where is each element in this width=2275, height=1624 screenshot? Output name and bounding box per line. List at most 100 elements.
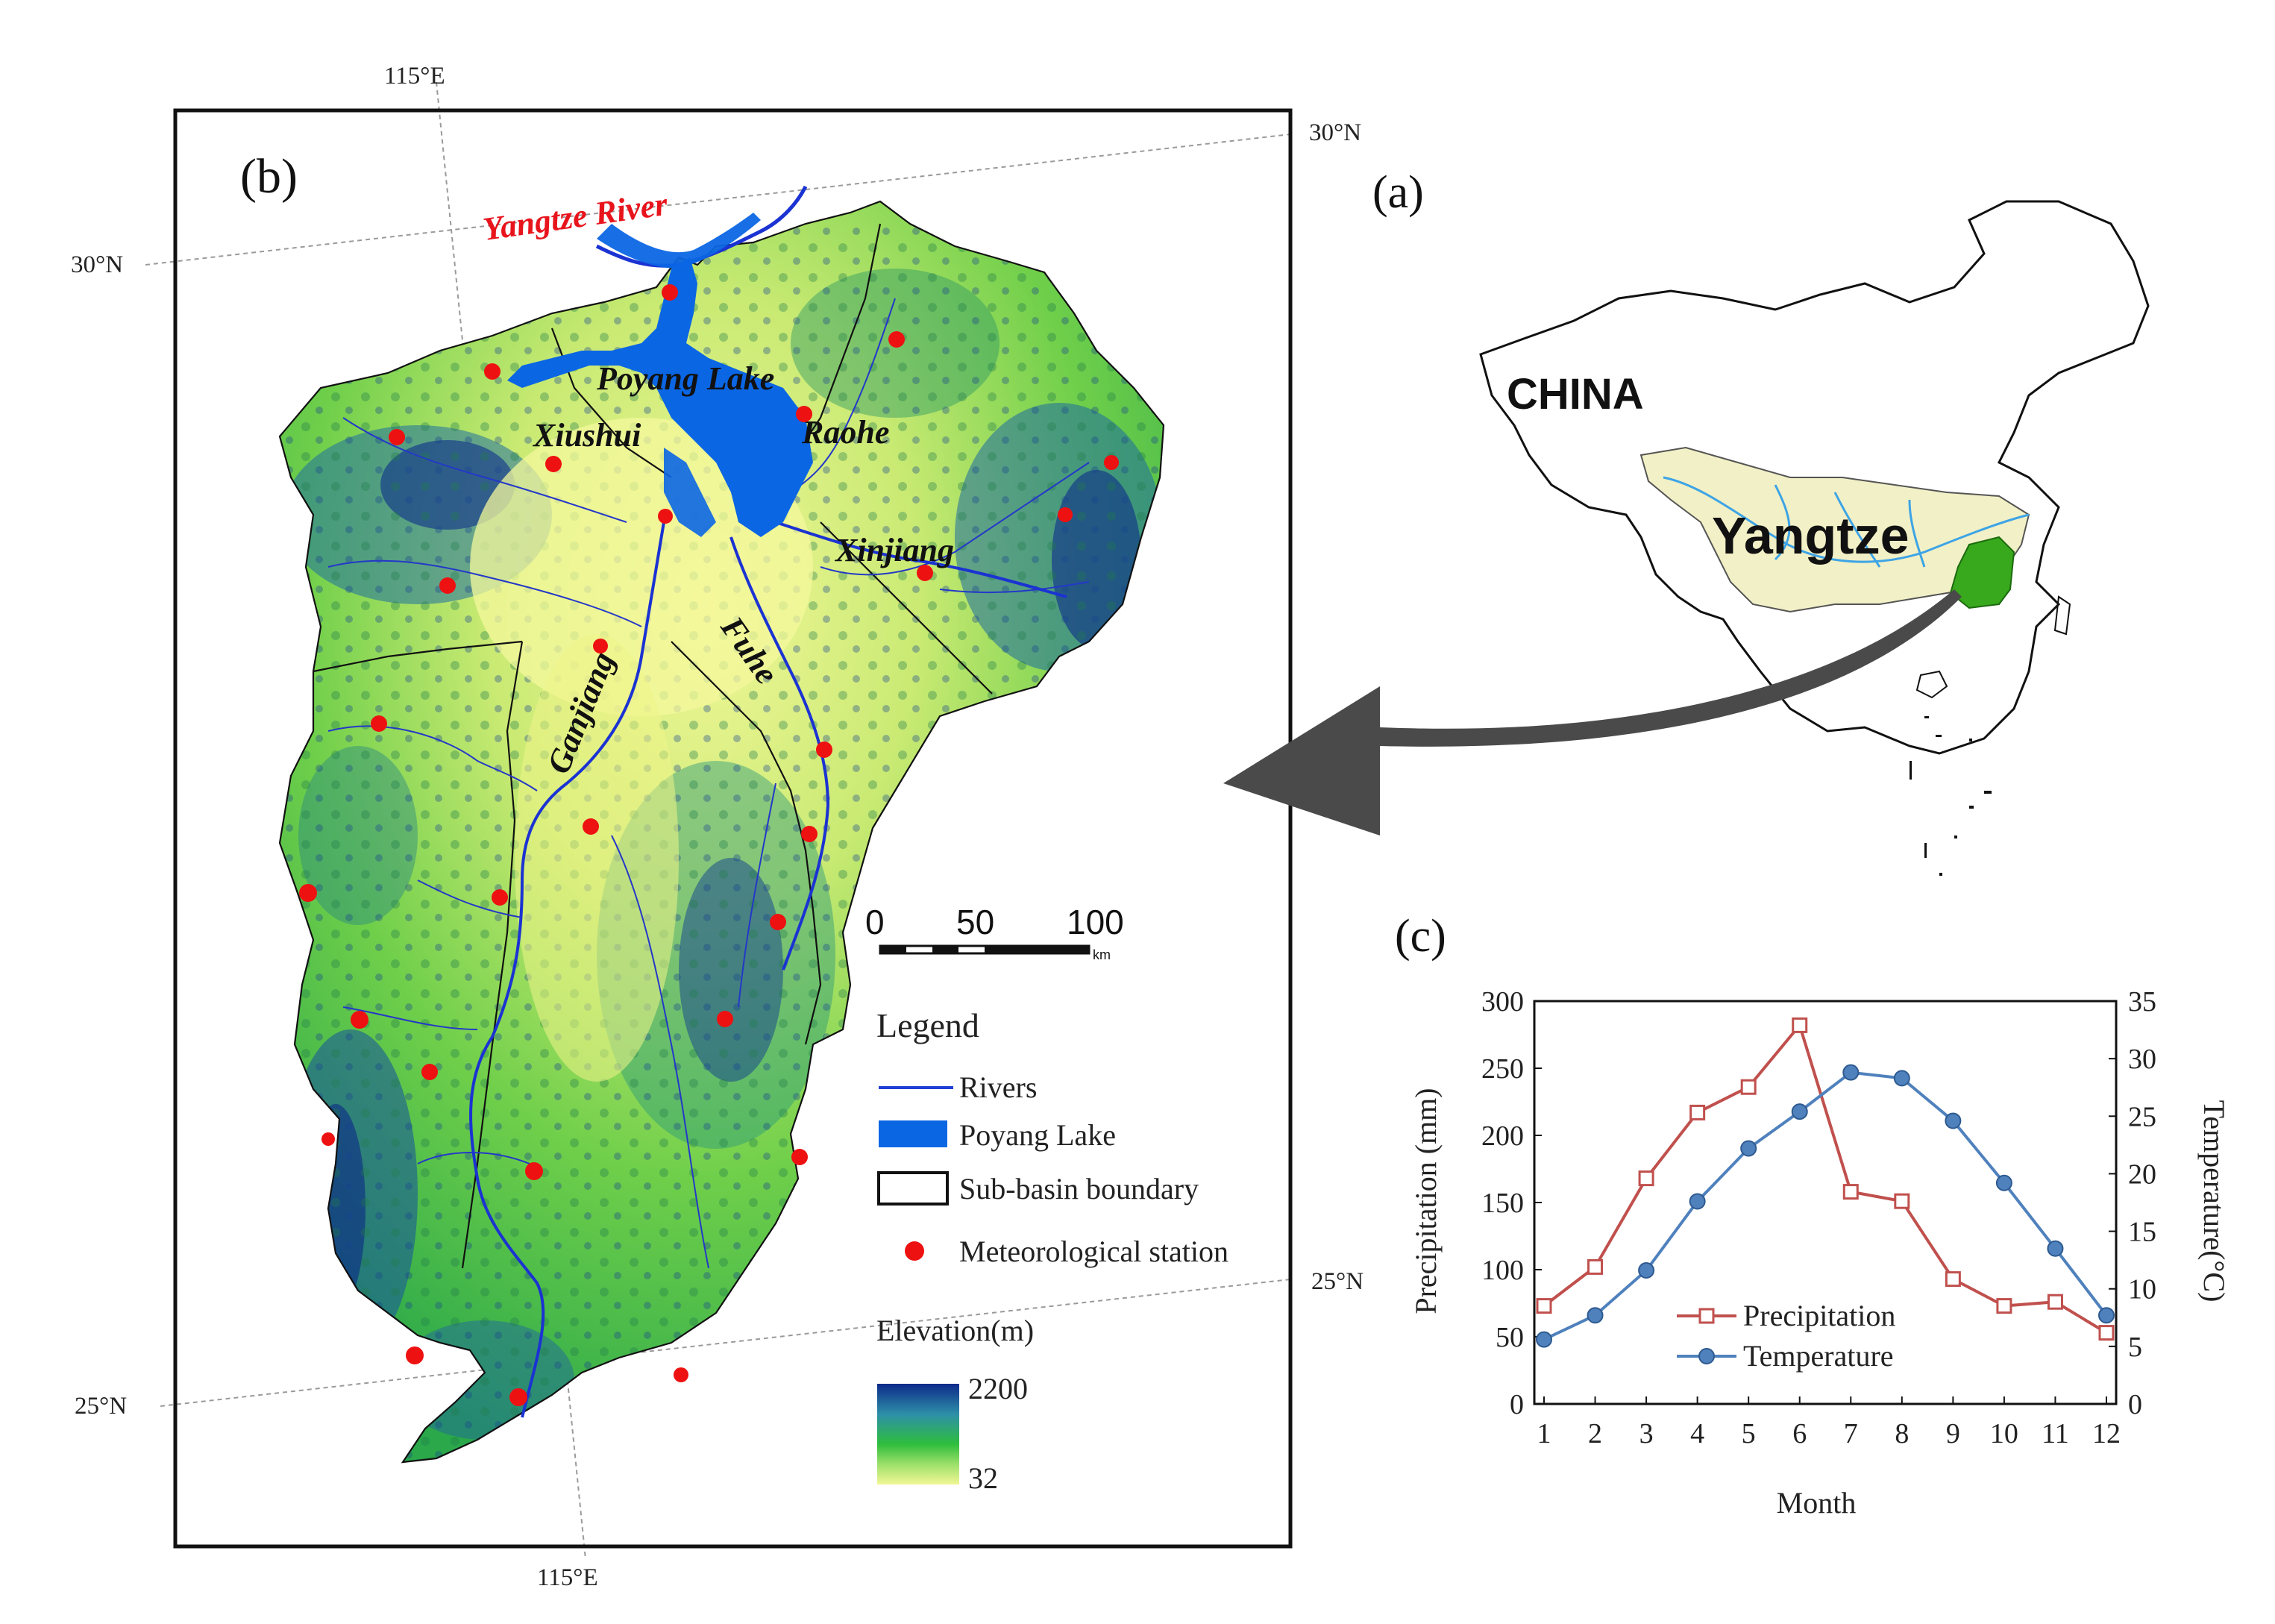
station-dot [791, 1149, 808, 1165]
elevation-title: Elevation(m) [876, 1314, 1034, 1347]
temperature-point [2047, 1240, 2064, 1257]
panel-c-label: (c) [1395, 911, 1446, 962]
legend-precip-marker [1698, 1308, 1715, 1324]
x-tick-label: 11 [2042, 1418, 2069, 1449]
temperature-point [1689, 1193, 1706, 1210]
station-dot [658, 509, 673, 524]
temperature-point [1995, 1174, 2012, 1191]
left-tick-label: 150 [1481, 1188, 1524, 1219]
scale-bar: 0 50 100 km [865, 903, 1124, 962]
precipitation-point [1945, 1271, 1961, 1288]
raohe-label: Raohe [801, 414, 889, 451]
legend-station-label: Meteorological station [959, 1235, 1228, 1268]
yangtze-inset-rivers [1663, 476, 2030, 568]
legend-boundary-symbol [877, 1171, 949, 1206]
legend-lake-symbol [879, 1120, 947, 1147]
yangtze-basin-label: Yangtze [1712, 507, 1910, 565]
y-axis-title-left: Precipitation (mm) [1409, 1088, 1443, 1314]
station-dot [888, 331, 905, 348]
south-china-sea-islands [1910, 716, 1992, 876]
station-dot [371, 715, 387, 732]
right-tick-label: 20 [2128, 1159, 2156, 1190]
station-dot [662, 284, 678, 301]
precipitation-point [1842, 1184, 1859, 1200]
legend-title: Legend [876, 1006, 979, 1044]
x-tick-label: 9 [1946, 1418, 1960, 1449]
x-tick-label: 7 [1844, 1418, 1858, 1449]
station-dot [770, 914, 786, 930]
station-dot [1058, 507, 1073, 522]
right-tick-label: 0 [2128, 1389, 2142, 1420]
legend-lake-label: Poyang Lake [959, 1118, 1116, 1152]
station-dot [492, 889, 508, 906]
scale-tick-100: 100 [1067, 903, 1124, 941]
precipitation-point [1792, 1017, 1808, 1033]
station-dot [1104, 455, 1119, 470]
x-tick-label: 3 [1639, 1418, 1654, 1449]
yangtze-river-label: Yangtze River [481, 186, 671, 248]
precipitation-point [1996, 1298, 2012, 1314]
xinjiang-label: Xinjiang [834, 532, 954, 568]
legend-temp-marker [1698, 1348, 1715, 1364]
station-dot [406, 1346, 424, 1364]
left-tick-label: 300 [1481, 986, 1524, 1018]
xiushui-label: Xiushui [532, 417, 641, 454]
station-dot [801, 826, 818, 842]
panel-b-label: (b) [240, 149, 298, 204]
chart-legend: Precipitation Temperature [1677, 1299, 1895, 1373]
precipitation-point [1536, 1298, 1552, 1314]
x-tick-label: 12 [2092, 1418, 2121, 1449]
poyang-lake [507, 213, 813, 537]
temperature-point [1587, 1307, 1604, 1324]
station-dot [796, 406, 812, 422]
temperature-point [1638, 1262, 1655, 1279]
station-dot [484, 363, 501, 380]
right-tick-label: 10 [2128, 1274, 2156, 1305]
right-upper-lat-label: 30°N [1309, 119, 1361, 146]
x-tick-label: 2 [1588, 1418, 1602, 1449]
elevation-min: 32 [968, 1461, 998, 1495]
legend-boundary-label: Sub-basin boundary [959, 1172, 1199, 1206]
temperature-point [1893, 1070, 1910, 1087]
x-tick-label: 6 [1792, 1418, 1807, 1449]
x-tick-label: 1 [1537, 1418, 1551, 1449]
station-dot [321, 1132, 335, 1146]
station-dot [816, 742, 832, 758]
temperature-point [1945, 1112, 1962, 1129]
station-dot [509, 1388, 527, 1406]
scale-unit: km [1093, 947, 1111, 962]
china-label: CHINA [1507, 370, 1644, 418]
sub-basin-boundaries [278, 200, 1165, 1464]
temperature-point [1536, 1331, 1552, 1348]
poyang-lake-label: Poyang Lake [596, 360, 774, 397]
legend-rivers-label: Rivers [959, 1070, 1037, 1104]
station-dot [389, 429, 405, 445]
meteorological-stations [299, 284, 1119, 1406]
station-dot [583, 818, 599, 835]
station-dot [439, 577, 456, 594]
precipitation-point [1740, 1079, 1757, 1095]
legend-station-symbol [905, 1241, 924, 1261]
right-tick-label: 30 [2128, 1044, 2156, 1075]
x-tick-label: 8 [1895, 1418, 1909, 1449]
left-tick-label: 200 [1481, 1120, 1524, 1152]
left-y-ticks: 0 50 100 150 200 250 300 [1481, 986, 1542, 1420]
hainan-island [1915, 670, 1948, 699]
precipitation-point [1587, 1258, 1604, 1275]
station-dot [545, 456, 562, 472]
panel-a-inset: (a) CHINA Yangtze [1223, 167, 2150, 876]
map-frame [173, 108, 1293, 1549]
left-tick-label: 250 [1481, 1053, 1524, 1085]
y-axis-title-right: Temperature(°C) [2197, 1100, 2231, 1302]
left-upper-lat-label: 30°N [71, 251, 123, 278]
precipitation-point [1689, 1104, 1706, 1120]
legend: Legend Rivers Poyang Lake Sub-basin boun… [876, 1006, 1228, 1495]
station-dot [593, 639, 608, 653]
temperature-point [1791, 1103, 1808, 1120]
left-lower-lat-label: 25°N [75, 1393, 127, 1420]
series-layer [1536, 1017, 2115, 1348]
elevation-max: 2200 [968, 1372, 1028, 1405]
connector-arrow [1223, 589, 1962, 835]
legend-precip-label: Precipitation [1743, 1299, 1895, 1332]
